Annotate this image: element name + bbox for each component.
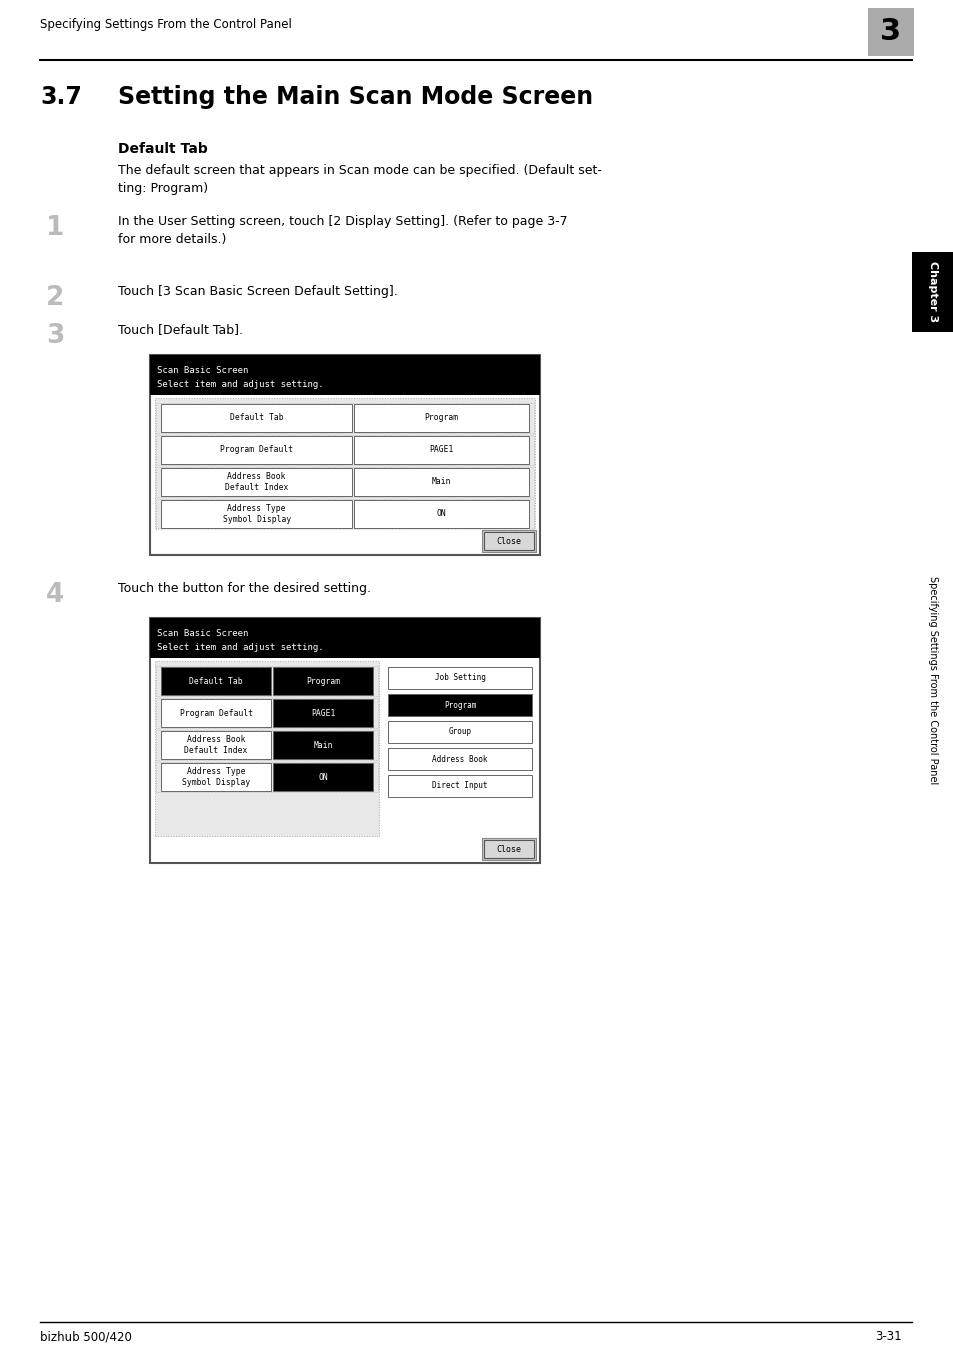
Bar <box>388 775 532 796</box>
Bar <box>273 667 373 695</box>
Bar <box>161 731 271 758</box>
Text: Program: Program <box>306 676 340 685</box>
Bar <box>388 748 532 771</box>
Bar <box>156 435 534 465</box>
Bar <box>150 618 539 863</box>
Bar <box>154 397 535 529</box>
Text: 3-31: 3-31 <box>875 1330 901 1343</box>
Bar <box>150 356 539 556</box>
Bar <box>483 840 534 859</box>
Bar <box>483 531 534 550</box>
Bar <box>156 403 534 433</box>
Text: Address Type
Symbol Display: Address Type Symbol Display <box>222 504 291 523</box>
Bar <box>354 435 529 464</box>
Bar <box>161 500 352 529</box>
Bar <box>161 435 352 464</box>
Bar <box>161 404 352 433</box>
Bar <box>156 667 377 696</box>
Text: Scan Basic Screen: Scan Basic Screen <box>157 366 248 375</box>
Text: 3.7: 3.7 <box>40 85 82 110</box>
Bar <box>481 530 536 552</box>
Text: Group: Group <box>448 727 471 737</box>
Text: Touch [Default Tab].: Touch [Default Tab]. <box>118 323 243 337</box>
Text: Close: Close <box>496 537 521 545</box>
Text: The default screen that appears in Scan mode can be specified. (Default set-
tin: The default screen that appears in Scan … <box>118 164 601 195</box>
Text: In the User Setting screen, touch [2 Display Setting]. (Refer to page 3-7
for mo: In the User Setting screen, touch [2 Dis… <box>118 215 567 246</box>
Bar <box>273 699 373 727</box>
Text: Touch [3 Scan Basic Screen Default Setting].: Touch [3 Scan Basic Screen Default Setti… <box>118 285 397 297</box>
Text: 3: 3 <box>880 18 901 46</box>
Text: Specifying Settings From the Control Panel: Specifying Settings From the Control Pan… <box>40 18 292 31</box>
Text: bizhub 500/420: bizhub 500/420 <box>40 1330 132 1343</box>
Text: ON: ON <box>436 510 446 519</box>
Bar <box>150 356 539 395</box>
Bar <box>161 763 271 791</box>
Text: Touch the button for the desired setting.: Touch the button for the desired setting… <box>118 581 371 595</box>
Bar <box>156 499 534 529</box>
Text: Address Type
Symbol Display: Address Type Symbol Display <box>182 768 250 787</box>
Text: Scan Basic Screen: Scan Basic Screen <box>157 629 248 638</box>
Text: Address Book: Address Book <box>432 754 487 764</box>
Text: Program: Program <box>424 414 458 422</box>
Bar <box>156 466 534 498</box>
Text: Select item and adjust setting.: Select item and adjust setting. <box>157 380 323 389</box>
Text: Address Book
Default Index: Address Book Default Index <box>225 472 288 492</box>
Bar <box>161 699 271 727</box>
Bar <box>481 838 536 860</box>
Text: Close: Close <box>496 845 521 853</box>
Bar <box>154 661 378 836</box>
Text: Default Tab: Default Tab <box>118 142 208 155</box>
Bar <box>156 763 377 792</box>
Bar <box>388 694 532 717</box>
Text: Default Tab: Default Tab <box>189 676 243 685</box>
Bar <box>354 468 529 496</box>
Text: Main: Main <box>432 477 451 487</box>
Bar <box>911 251 953 333</box>
Text: Select item and adjust setting.: Select item and adjust setting. <box>157 644 323 652</box>
Text: ON: ON <box>318 772 328 781</box>
Text: Chapter 3: Chapter 3 <box>927 261 937 323</box>
Text: Job Setting: Job Setting <box>435 673 485 683</box>
Text: Address Book
Default Index: Address Book Default Index <box>184 735 248 754</box>
Text: Specifying Settings From the Control Panel: Specifying Settings From the Control Pan… <box>927 576 937 784</box>
Text: Main: Main <box>313 741 333 749</box>
Text: 1: 1 <box>46 215 65 241</box>
Bar <box>156 730 377 760</box>
Bar <box>161 468 352 496</box>
Text: 4: 4 <box>46 581 64 608</box>
Text: Program Default: Program Default <box>220 446 293 454</box>
Bar <box>867 8 913 55</box>
Text: 2: 2 <box>46 285 64 311</box>
Text: Program Default: Program Default <box>179 708 253 718</box>
Bar <box>388 721 532 744</box>
Bar <box>273 731 373 758</box>
Text: Program: Program <box>443 700 476 710</box>
Text: 3: 3 <box>46 323 64 349</box>
Bar <box>156 698 377 727</box>
Bar <box>354 500 529 529</box>
Text: PAGE1: PAGE1 <box>429 446 454 454</box>
Bar <box>150 618 539 658</box>
Text: Default Tab: Default Tab <box>230 414 283 422</box>
Bar <box>273 763 373 791</box>
Text: Direct Input: Direct Input <box>432 781 487 791</box>
Text: Setting the Main Scan Mode Screen: Setting the Main Scan Mode Screen <box>118 85 593 110</box>
Bar <box>388 667 532 690</box>
Bar <box>354 404 529 433</box>
Text: PAGE1: PAGE1 <box>311 708 335 718</box>
Bar <box>161 667 271 695</box>
